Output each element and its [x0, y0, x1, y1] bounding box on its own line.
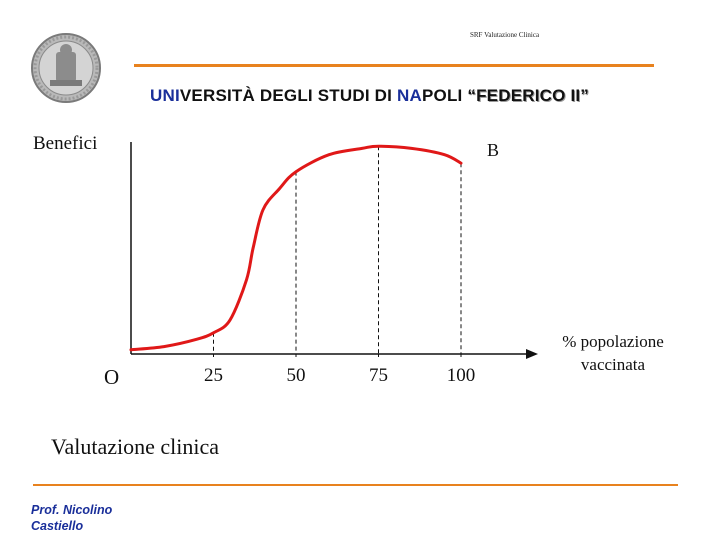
- top-divider: [134, 64, 654, 67]
- y-axis-label: Benefici: [33, 133, 98, 154]
- x-tick-label: 100: [446, 365, 476, 386]
- author-line: Castiello: [31, 519, 84, 533]
- university-title-part: POLI: [421, 86, 468, 105]
- university-seal-logo: [31, 33, 101, 103]
- university-title-part: VERSITÀ DEGLI STUDI DI: [179, 86, 398, 105]
- author-credit: Prof. Nicolino Castiello: [31, 502, 112, 534]
- origin-label: O: [104, 365, 120, 389]
- header-note: SRF Valutazione Clinica: [470, 31, 540, 39]
- reference-lines: [213, 146, 462, 354]
- x-axis-label: % popolazione vaccinata: [548, 330, 678, 376]
- author-line: Prof. Nicolino: [31, 503, 113, 517]
- x-tick-label: 25: [204, 365, 223, 386]
- x-axis-label-text: % popolazione vaccinata: [562, 332, 664, 374]
- university-title-part: “FEDERICO II”: [467, 86, 589, 105]
- x-tick-label: 50: [286, 365, 306, 386]
- x-axis-arrow: [526, 349, 538, 359]
- university-title-part: UNI: [150, 86, 180, 105]
- university-title: UNIVERSITÀ DEGLI STUDI DI NAPOLI “FEDERI…: [150, 86, 589, 106]
- x-tick-label: 75: [369, 365, 388, 386]
- chart-caption: Valutazione clinica: [51, 434, 219, 459]
- university-title-part: NA: [397, 86, 422, 105]
- bottom-divider: [33, 484, 678, 486]
- benefit-curve: [129, 144, 463, 352]
- x-tick-marks: [213, 354, 462, 357]
- curve-end-label: B: [487, 140, 500, 160]
